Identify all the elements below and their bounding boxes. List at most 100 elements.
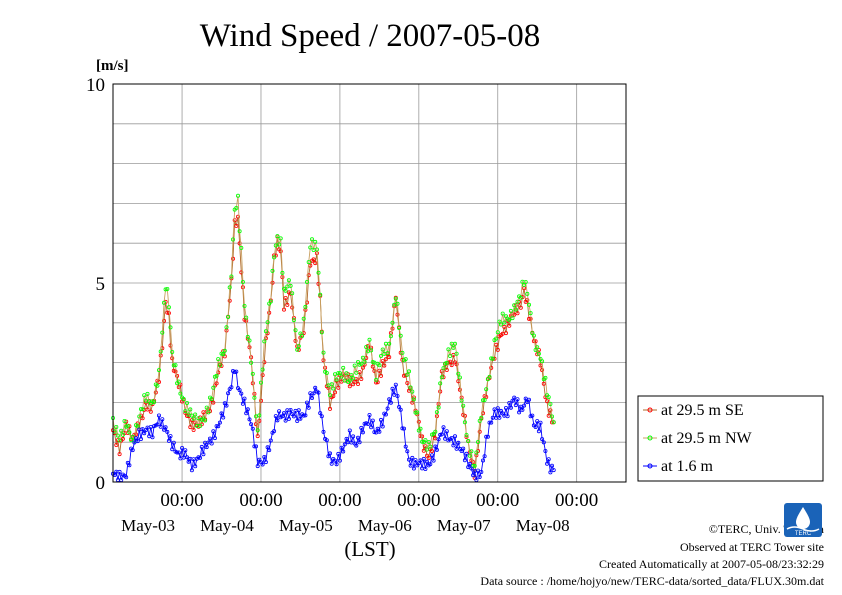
data-point: [375, 426, 380, 431]
data-point: [211, 385, 216, 390]
data-point: [540, 359, 545, 364]
data-point: [152, 400, 157, 405]
data-point: [336, 451, 341, 456]
data-point: [337, 371, 342, 376]
data-point: [183, 410, 188, 415]
data-point: [173, 363, 178, 368]
series-group: [111, 193, 556, 482]
data-point: [405, 449, 410, 454]
data-point: [487, 420, 492, 425]
data-point: [351, 376, 356, 381]
data-point: [137, 414, 142, 419]
data-point: [388, 334, 393, 339]
data-point: [176, 379, 181, 384]
data-point: [160, 330, 165, 335]
data-point: [250, 381, 255, 386]
data-point: [290, 291, 295, 296]
x-tick-date: May-05: [279, 516, 333, 535]
data-point: [523, 396, 528, 401]
data-point: [230, 256, 235, 261]
grid: [113, 84, 626, 482]
series-line: [112, 195, 555, 467]
data-point: [156, 413, 161, 418]
data-point: [520, 407, 525, 412]
data-point: [221, 352, 226, 357]
data-point: [551, 420, 556, 425]
data-point: [525, 298, 530, 303]
data-point: [360, 430, 365, 435]
data-point: [268, 299, 273, 304]
data-point: [161, 318, 166, 323]
data-point: [191, 416, 196, 421]
data-point: [329, 382, 334, 387]
data-point: [235, 193, 240, 198]
data-point: [355, 435, 360, 440]
data-point: [147, 434, 152, 439]
data-point: [462, 420, 467, 425]
data-point: [522, 403, 527, 408]
x-tick-time: 00:00: [476, 490, 519, 511]
data-point: [245, 334, 250, 339]
data-point: [272, 429, 277, 434]
data-point: [247, 338, 252, 343]
data-point: [133, 436, 138, 441]
x-tick-date: May-04: [200, 516, 254, 535]
y-tick-label: 0: [96, 473, 106, 494]
data-point: [290, 305, 295, 310]
data-point: [263, 329, 268, 334]
data-point: [420, 439, 425, 444]
data-point: [472, 463, 477, 468]
data-point: [482, 454, 487, 459]
data-point: [392, 392, 397, 397]
data-point: [446, 347, 451, 352]
data-point: [377, 363, 382, 368]
data-point: [420, 434, 425, 439]
data-point: [201, 452, 206, 457]
data-point: [120, 432, 125, 437]
data-point: [296, 408, 301, 413]
data-point: [170, 349, 175, 354]
data-point: [230, 237, 235, 242]
data-point: [216, 424, 221, 429]
data-point: [378, 373, 383, 378]
data-point: [406, 457, 411, 462]
data-point: [117, 469, 122, 474]
data-point: [114, 424, 119, 429]
data-point: [267, 448, 272, 453]
data-point: [502, 324, 507, 329]
data-point: [183, 448, 188, 453]
data-point: [234, 369, 239, 374]
data-point: [250, 371, 255, 376]
data-point: [515, 311, 520, 316]
data-point: [364, 344, 369, 349]
data-point: [510, 316, 515, 321]
data-point: [507, 400, 512, 405]
data-point: [452, 434, 457, 439]
data-point: [406, 369, 411, 374]
data-point: [163, 287, 168, 292]
data-point: [490, 356, 495, 361]
data-point: [543, 375, 548, 380]
data-point: [171, 363, 176, 368]
data-point: [507, 317, 512, 322]
data-point: [515, 299, 520, 304]
data-point: [341, 365, 346, 370]
data-point: [475, 439, 480, 444]
data-point: [448, 359, 453, 364]
data-point: [171, 440, 176, 445]
data-point: [439, 375, 444, 380]
data-point: [551, 468, 556, 473]
data-point: [283, 418, 288, 423]
data-point: [527, 316, 532, 321]
data-point: [438, 381, 443, 386]
x-tick-date: May-07: [437, 516, 491, 535]
data-point: [540, 367, 545, 372]
data-point: [319, 414, 324, 419]
data-point: [451, 345, 456, 350]
data-point: [127, 463, 132, 468]
data-point: [253, 444, 258, 449]
data-point: [475, 468, 480, 473]
data-point: [303, 413, 308, 418]
data-point: [367, 412, 372, 417]
